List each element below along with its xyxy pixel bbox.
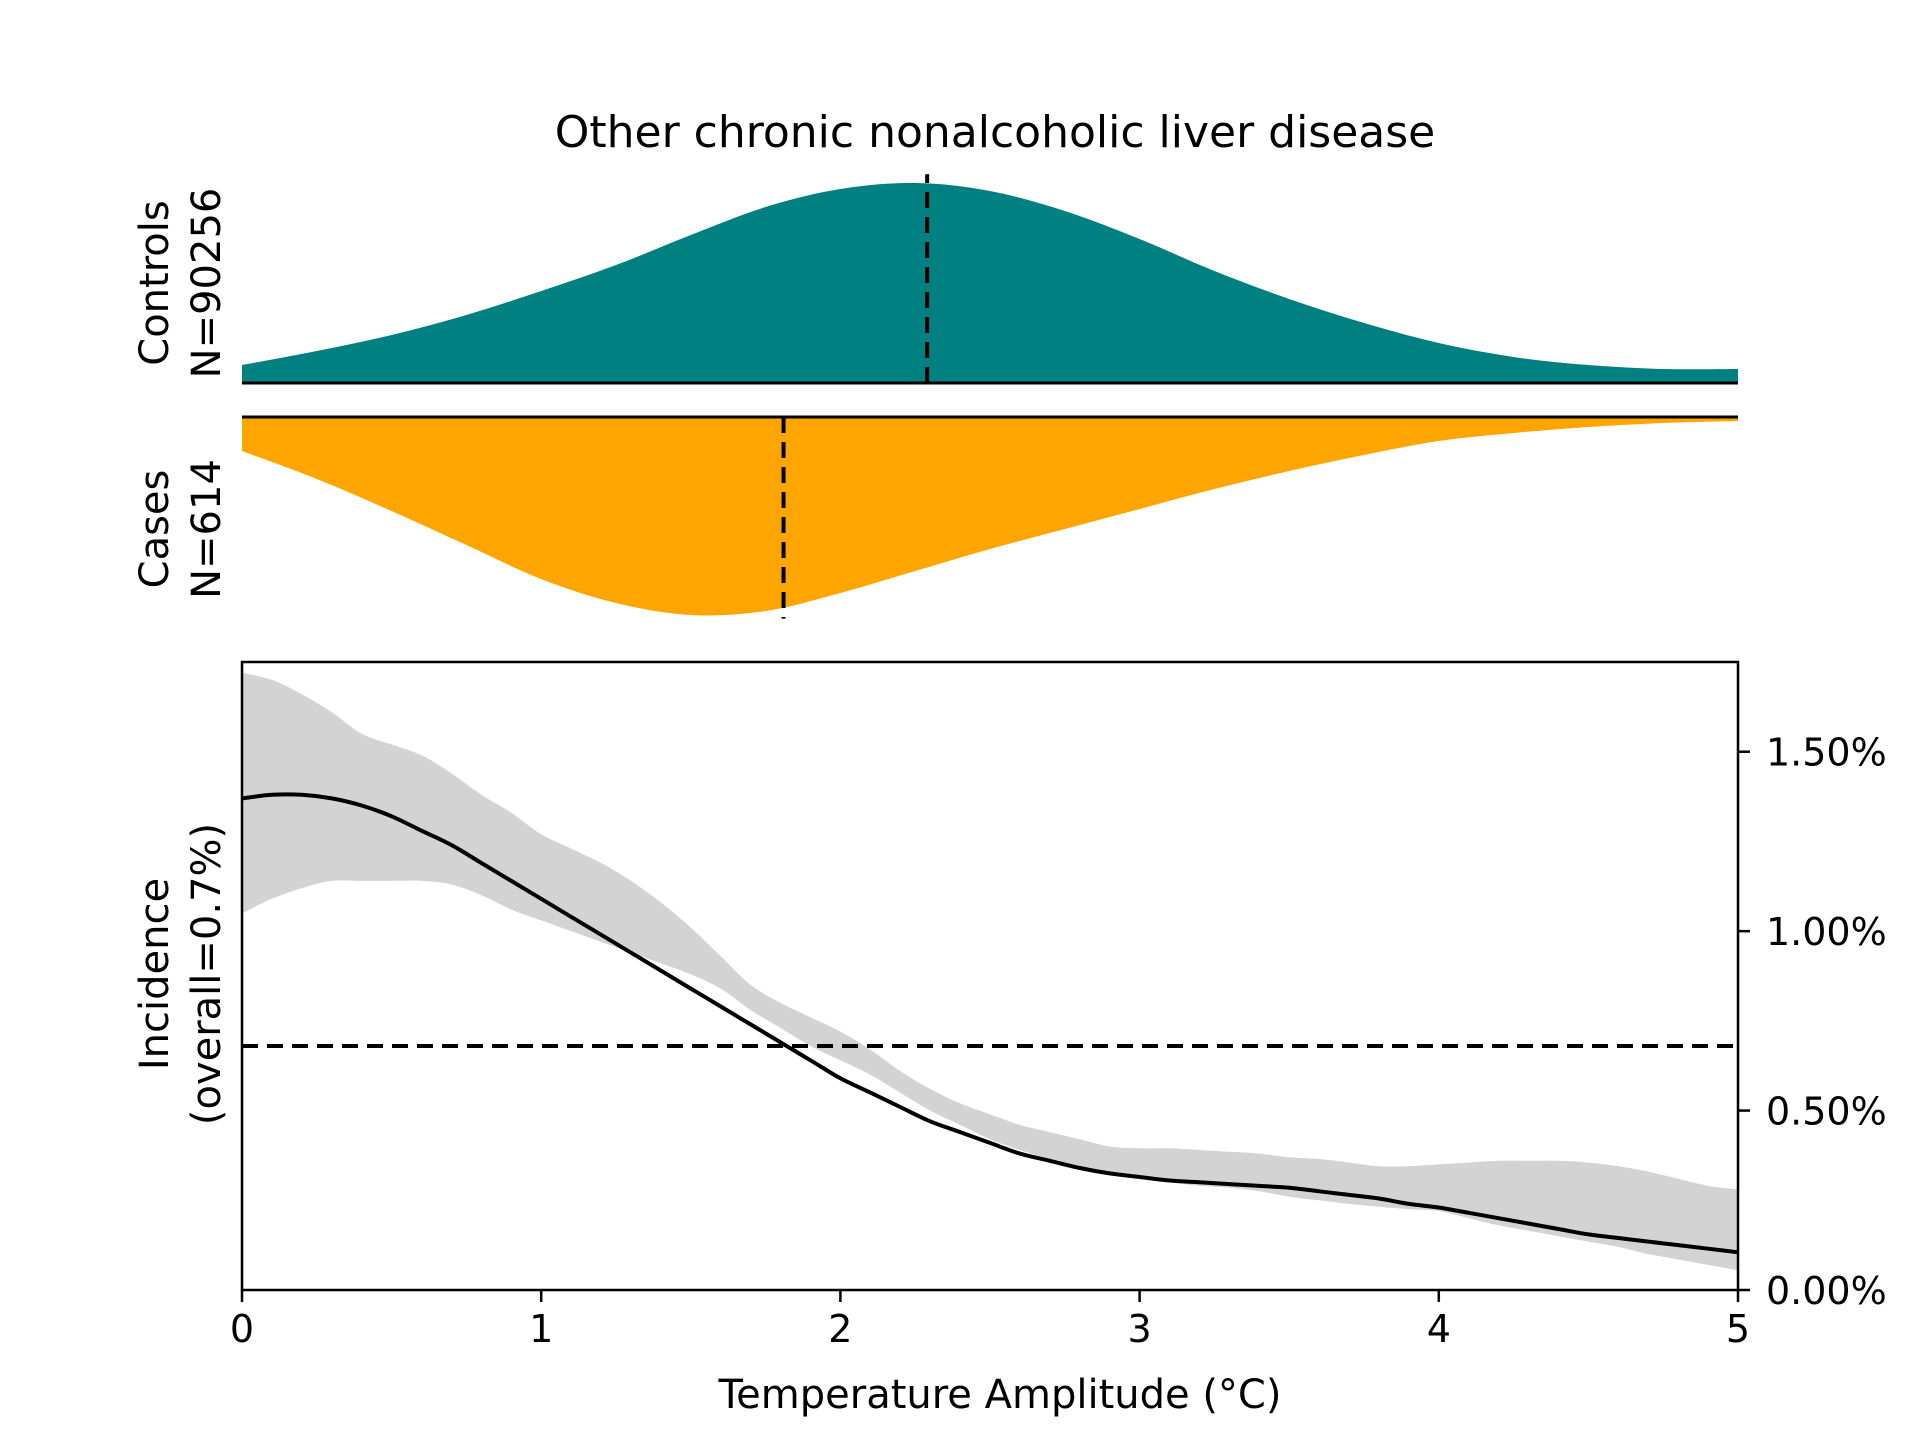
confidence-band [242,672,1738,1271]
x-tick-label: 0 [230,1307,254,1351]
y-tick-label: 1.50% [1766,731,1887,775]
y-tick-label: 0.50% [1766,1090,1887,1134]
y-axis-label: Incidence [132,878,178,1070]
controls-density-area [242,182,1738,383]
cases-label: Cases [132,470,178,589]
controls-count: N=90256 [184,188,230,379]
y-tick-label: 0.00% [1766,1269,1887,1313]
incidence-plot [240,660,1740,1292]
x-tick-label: 5 [1726,1307,1750,1351]
chart-title: Other chronic nonalcoholic liver disease [555,107,1436,158]
cases-density-area [242,417,1738,616]
plot-frame [240,660,1740,1292]
controls-label: Controls [132,200,178,365]
y-axis-label-overall: (overall=0.7%) [184,823,230,1125]
x-tick-label: 1 [529,1307,553,1351]
x-axis-label: Temperature Amplitude (°C) [718,1372,1282,1418]
cases-count: N=614 [184,459,230,599]
x-tick-label: 4 [1427,1307,1451,1351]
y-axis-ticks: 0.00% 0.50% 1.00% 1.50% [1738,731,1887,1313]
x-tick-label: 2 [828,1307,852,1351]
controls-distribution [242,174,1738,385]
cases-distribution [242,415,1738,619]
x-axis-ticks: 0 1 2 3 4 5 [230,1290,1750,1351]
x-tick-label: 3 [1128,1307,1152,1351]
incidence-line [241,792,1739,1255]
y-tick-label: 1.00% [1766,910,1887,954]
